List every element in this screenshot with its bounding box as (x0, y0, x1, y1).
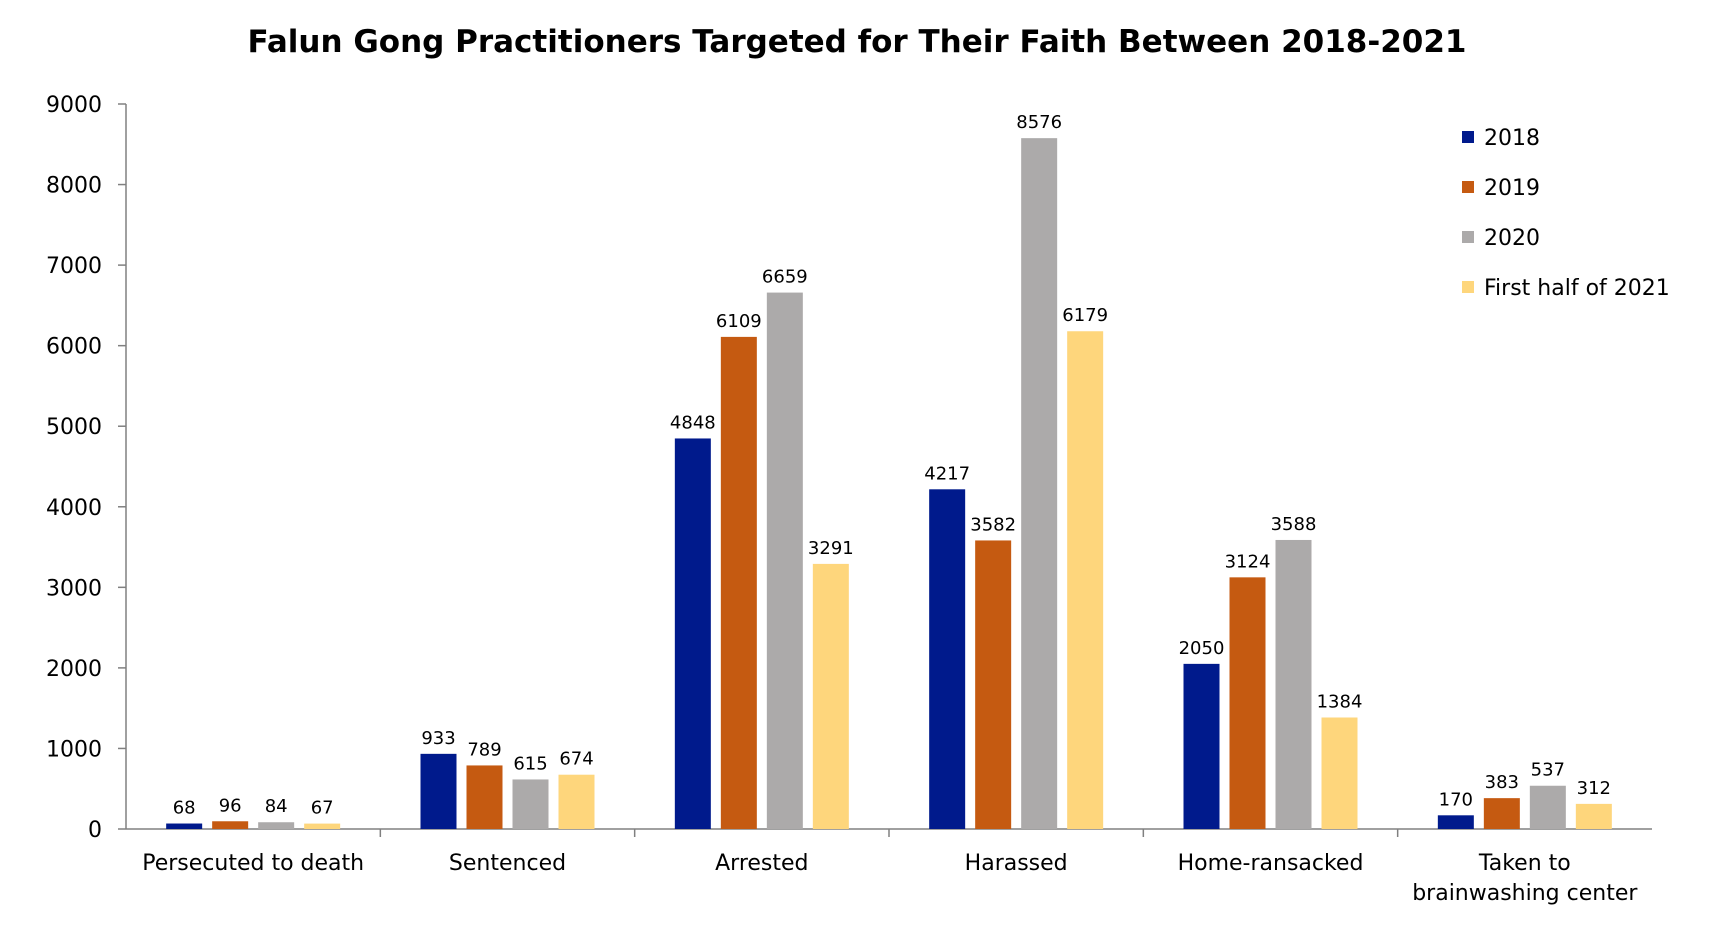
bar (766, 292, 803, 829)
data-label: 3582 (970, 514, 1016, 535)
legend-label: 2019 (1484, 176, 1540, 201)
bar (1021, 138, 1058, 830)
y-tick-label: 8000 (46, 174, 102, 199)
legend-swatch (1462, 131, 1474, 143)
data-label: 615 (513, 753, 547, 774)
bar (466, 765, 503, 829)
data-label: 312 (1577, 778, 1611, 799)
bar (720, 336, 757, 829)
y-tick-label: 4000 (46, 496, 102, 521)
bar (1437, 815, 1474, 829)
data-label: 789 (467, 739, 501, 760)
y-tick-label: 1000 (46, 737, 102, 762)
x-category-label: brainwashing center (1412, 881, 1638, 906)
data-labels: 68 96 84 67 933 789 615 674 4848 6109 6659 3291 4217… (173, 112, 1611, 818)
data-label: 4217 (924, 463, 970, 484)
data-label: 6109 (716, 311, 762, 332)
data-label: 170 (1439, 789, 1473, 810)
y-tick-label: 9000 (46, 93, 102, 118)
legend: 2018 2019 2020 First half of 2021 (1462, 126, 1670, 301)
y-tick-label: 0 (88, 818, 102, 843)
data-label: 6659 (762, 267, 808, 288)
bar (1275, 539, 1312, 829)
data-label: 3124 (1225, 551, 1271, 572)
bar (1529, 785, 1566, 829)
y-tick-label: 7000 (46, 254, 102, 279)
bar (929, 489, 966, 829)
bar (558, 774, 595, 829)
bar (1183, 663, 1220, 829)
data-label: 6179 (1062, 305, 1108, 326)
y-tick-label: 6000 (46, 335, 102, 360)
bar (512, 779, 549, 829)
data-label: 537 (1531, 760, 1565, 781)
data-label: 2050 (1179, 638, 1225, 659)
chart-title: Falun Gong Practitioners Targeted for Th… (248, 24, 1467, 60)
bar (975, 540, 1012, 829)
x-category-label: Arrested (715, 851, 808, 876)
bar (304, 823, 341, 829)
x-axis: Persecuted to death Sentenced Arrested Hara… (126, 828, 1652, 906)
data-label: 96 (219, 795, 242, 816)
bar (1321, 717, 1358, 829)
data-label: 933 (421, 728, 455, 749)
data-label: 674 (559, 749, 593, 770)
y-tick-label: 2000 (46, 657, 102, 682)
legend-label: 2020 (1484, 226, 1540, 251)
x-category-label: Sentenced (449, 851, 566, 876)
bar (1575, 803, 1612, 829)
data-label: 4848 (670, 412, 716, 433)
data-label: 8576 (1016, 112, 1062, 133)
y-tick-label: 3000 (46, 576, 102, 601)
bars (166, 138, 1612, 830)
bar (420, 753, 457, 829)
x-category-label: Taken to (1478, 851, 1571, 876)
legend-label: 2018 (1484, 126, 1540, 151)
legend-swatch (1462, 231, 1474, 243)
legend-swatch (1462, 181, 1474, 193)
bar (674, 438, 711, 829)
x-category-label: Home-ransacked (1178, 851, 1364, 876)
bar (166, 823, 203, 829)
y-tick-label: 5000 (46, 415, 102, 440)
y-axis: 0 1000 2000 3000 4000 5000 6000 7000 8000 9000 (46, 93, 127, 843)
data-label: 84 (265, 796, 288, 817)
data-label: 1384 (1317, 692, 1363, 713)
bar (1483, 798, 1520, 829)
data-label: 3291 (808, 538, 854, 559)
bar (1067, 331, 1104, 829)
x-category-label: Harassed (965, 851, 1068, 876)
bar (1229, 577, 1266, 829)
data-label: 383 (1485, 772, 1519, 793)
x-category-label: Persecuted to death (142, 851, 364, 876)
data-label: 3588 (1271, 514, 1317, 535)
legend-label: First half of 2021 (1484, 276, 1670, 301)
data-label: 68 (173, 798, 196, 819)
bar (258, 822, 295, 829)
bar (212, 821, 249, 829)
data-label: 67 (311, 798, 334, 819)
legend-swatch (1462, 281, 1474, 293)
bar (812, 563, 849, 829)
